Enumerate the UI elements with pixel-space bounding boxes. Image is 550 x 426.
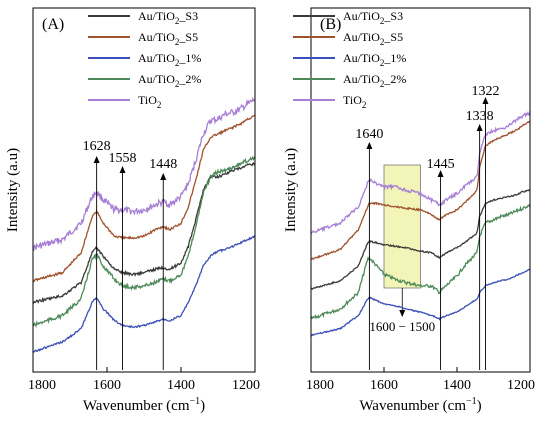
annotation-arrowhead xyxy=(93,156,100,163)
legend-label: TiO2 xyxy=(138,93,161,110)
plot-frame xyxy=(310,7,531,373)
series-line xyxy=(33,96,256,251)
annotation-label: 1448 xyxy=(149,157,177,172)
annotation-arrowhead xyxy=(437,170,444,177)
x-tick-label: 1400 xyxy=(167,378,195,393)
y-axis-label: Intensity (a.u) xyxy=(5,148,21,232)
series-line xyxy=(310,110,531,235)
x-axis-label: Wavenumber (cm−1) xyxy=(359,396,481,414)
annotation-label: 1445 xyxy=(427,157,455,172)
legend-label: TiO2 xyxy=(343,93,366,110)
series-line xyxy=(310,189,531,290)
x-tick-label: 1600 xyxy=(370,378,398,393)
annotation-arrowhead xyxy=(476,124,483,131)
x-axis-label: Wavenumber (cm−1) xyxy=(83,396,205,414)
series-line xyxy=(32,114,256,283)
series-line xyxy=(33,155,255,328)
annotation-arrowhead xyxy=(482,97,489,104)
x-tick-label: 1200 xyxy=(232,378,260,393)
legend-label: Au/TiO2_1% xyxy=(138,51,201,68)
legend-label: Au/TiO2_2% xyxy=(343,72,406,89)
x-tick-label: 1600 xyxy=(93,378,121,393)
series-line xyxy=(311,268,531,337)
series-line xyxy=(311,120,531,260)
series-line xyxy=(32,235,255,353)
legend-label: Au/TiO2_S3 xyxy=(138,9,198,26)
legend-label: Au/TiO2_S5 xyxy=(138,30,198,47)
annotation-label: 1338 xyxy=(466,109,494,124)
legend-label: Au/TiO2_1% xyxy=(343,51,406,68)
x-tick-label: 1800 xyxy=(306,378,334,393)
series-line xyxy=(32,162,256,304)
highlight-band xyxy=(383,164,421,289)
legend-label: Au/TiO2_S5 xyxy=(343,30,403,47)
legend-label: Au/TiO2_2% xyxy=(138,72,201,89)
panel-b: 1600 − 1500 1640 1445 1338 1322 1800 1600 1400 1… xyxy=(283,7,535,414)
legend-label: Au/TiO2_S3 xyxy=(343,9,403,26)
y-axis-label: Intensity (a.u) xyxy=(283,148,299,232)
x-tick-label: 1200 xyxy=(507,378,535,393)
annotation-label: 1322 xyxy=(471,84,499,99)
x-tick-label: 1800 xyxy=(28,378,56,393)
panel-label: (A) xyxy=(42,16,64,33)
panel-label: (B) xyxy=(320,16,341,33)
highlight-label: 1600 − 1500 xyxy=(369,319,435,334)
series-line xyxy=(310,203,531,320)
annotation-label: 1558 xyxy=(109,151,137,166)
highlight-arrowhead xyxy=(399,310,406,317)
annotation-arrowhead xyxy=(160,173,167,180)
annotation-label: 1628 xyxy=(83,139,111,154)
annotation-arrowhead xyxy=(119,166,126,173)
plot-frame xyxy=(32,7,256,373)
x-tick-label: 1400 xyxy=(443,378,471,393)
annotation-label: 1640 xyxy=(355,127,383,142)
annotation-arrowhead xyxy=(366,142,373,149)
